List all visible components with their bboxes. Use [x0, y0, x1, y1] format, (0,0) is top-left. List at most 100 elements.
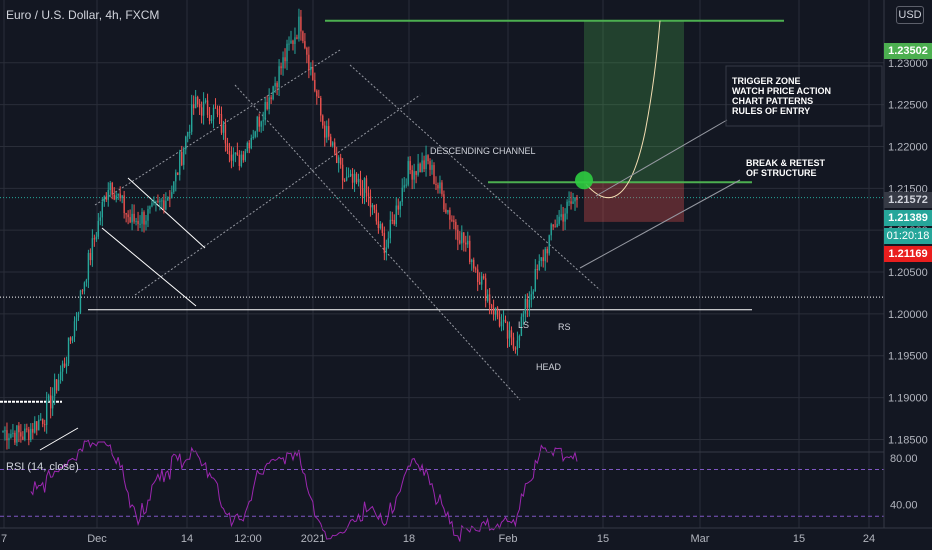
- candle-body: [576, 197, 578, 201]
- overlay-layer: [325, 19, 883, 269]
- candle-body: [270, 97, 272, 100]
- y-tick-label: 1.18500: [888, 434, 928, 446]
- candle-body: [32, 428, 34, 433]
- candle-body: [554, 226, 556, 228]
- note-line: WATCH PRICE ACTION: [732, 86, 831, 96]
- descending-channel-label: DESCENDING CHANNEL: [430, 146, 536, 156]
- candle-body: [516, 340, 519, 350]
- candle-body: [169, 197, 171, 199]
- candle-body: [34, 421, 36, 433]
- candle-body: [508, 330, 511, 339]
- candle-body: [359, 178, 362, 189]
- candle-body: [361, 188, 364, 197]
- candle-body: [365, 178, 368, 193]
- candle-body: [6, 430, 8, 441]
- candle-body: [409, 161, 411, 171]
- candle-body: [377, 221, 380, 229]
- candle-body: [417, 163, 419, 175]
- candle-body: [345, 176, 348, 181]
- candle-body: [61, 363, 64, 372]
- trigger-zone-note: TRIGGER ZONE WATCH PRICE ACTION CHART PA…: [732, 76, 831, 116]
- candle-body: [198, 104, 201, 108]
- candle-body: [59, 371, 62, 381]
- y-tick-label: 1.19000: [888, 393, 928, 405]
- candle-body: [121, 195, 123, 199]
- x-tick-label: 12:00: [234, 533, 262, 545]
- candle-body: [312, 67, 314, 80]
- candle-body: [250, 137, 252, 149]
- rsi-label[interactable]: RSI (14, close): [6, 461, 79, 473]
- candle-body: [12, 432, 14, 434]
- candle-body: [306, 47, 308, 55]
- candle-body: [363, 178, 366, 197]
- candle-body: [351, 173, 354, 183]
- note-line: CHART PATTERNS: [732, 96, 814, 106]
- candle-body: [192, 104, 195, 109]
- candle-body: [520, 316, 523, 336]
- candle-body: [159, 200, 161, 202]
- candle-body: [512, 337, 515, 349]
- candle-body: [4, 430, 6, 432]
- candle-body: [202, 101, 205, 116]
- candle-body: [536, 269, 538, 271]
- candle-body: [552, 224, 554, 227]
- callout-line: [579, 179, 741, 269]
- note-line: RULES OF ENTRY: [732, 106, 811, 116]
- candle-body: [473, 259, 475, 269]
- candle-body: [18, 425, 20, 433]
- candle-body: [526, 299, 529, 308]
- candle-body: [335, 152, 338, 164]
- candle-body: [441, 182, 443, 195]
- candle-body: [369, 196, 372, 208]
- target-price-tag: 1.23502: [884, 43, 932, 59]
- candle-body: [528, 299, 531, 308]
- candle-body: [24, 428, 26, 440]
- candle-body: [67, 337, 70, 364]
- candle-body: [530, 294, 533, 300]
- candle-body: [504, 319, 507, 323]
- currency-button[interactable]: USD: [896, 6, 924, 24]
- candle-body: [564, 213, 566, 222]
- candle-body: [155, 200, 157, 202]
- candle-body: [322, 115, 324, 126]
- candle-body: [477, 269, 479, 282]
- note-line: OF STRUCTURE: [746, 168, 817, 178]
- candle-body: [488, 294, 491, 305]
- candle-body: [93, 238, 96, 240]
- y-tick-label: 1.20500: [888, 267, 928, 279]
- candle-body: [405, 184, 407, 186]
- channel-line: [349, 64, 601, 291]
- chart-title: Euro / U.S. Dollar, 4h, FXCM: [6, 8, 160, 22]
- candle-body: [196, 97, 199, 105]
- candle-body: [42, 419, 44, 425]
- candle-body: [469, 240, 471, 263]
- candle-body: [91, 238, 94, 261]
- rsi-pane: [0, 439, 884, 542]
- stop-price-tag: 1.21169: [884, 246, 932, 262]
- candle-body: [95, 236, 98, 240]
- candle-body: [83, 282, 86, 292]
- grid: [0, 0, 884, 528]
- candle-body: [286, 43, 288, 62]
- candle-body: [288, 43, 290, 45]
- candle-body: [147, 209, 149, 221]
- candle-body: [212, 107, 215, 119]
- candle-body: [226, 143, 229, 152]
- candle-body: [53, 379, 56, 396]
- candle-body: [81, 290, 84, 292]
- candle-body: [304, 41, 306, 48]
- candle-body: [332, 142, 334, 146]
- candle-body: [26, 428, 28, 430]
- candle-body: [292, 40, 294, 45]
- candle-body: [208, 114, 211, 121]
- candle-body: [260, 121, 262, 127]
- candle-body: [407, 161, 409, 185]
- candle-body: [542, 257, 544, 262]
- candle-body: [194, 97, 197, 109]
- candle-body: [216, 108, 219, 115]
- candle-body: [173, 181, 175, 193]
- x-tick-label: 7: [1, 533, 7, 545]
- channel-line: [134, 94, 421, 296]
- y-tick-label: 1.22000: [888, 141, 928, 153]
- x-tick-label: 14: [181, 533, 193, 545]
